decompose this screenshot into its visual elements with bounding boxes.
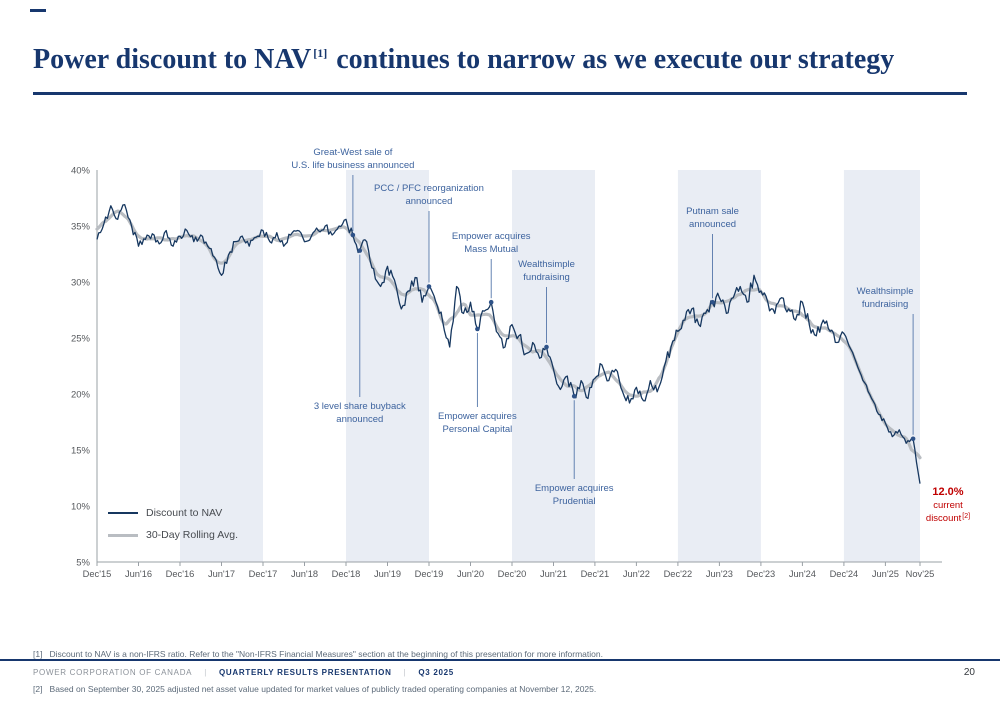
page-title: Power discount to NAV [1] continues to na… [33, 44, 894, 76]
x-tick-label: Jun'24 [789, 569, 816, 579]
footer-presentation: QUARTERLY RESULTS PRESENTATION [219, 667, 392, 677]
legend-item-rolling-avg: 30-Day Rolling Avg. [108, 524, 238, 546]
x-tick-label: Dec'18 [332, 569, 361, 579]
x-tick-label: Dec'16 [166, 569, 195, 579]
title-text-2: continues to narrow as we execute our st… [329, 44, 895, 75]
current-discount-word-2: discount[2] [908, 512, 988, 526]
footer: POWER CORPORATION OF CANADA | QUARTERLY … [33, 663, 975, 681]
current-discount-callout: 12.0% current discount[2] [908, 486, 988, 526]
current-discount-word-2-text: discount [925, 513, 962, 524]
discount-to-nav-line [96, 204, 921, 484]
year-band [346, 170, 429, 562]
annotation-markers [350, 175, 916, 479]
x-tick-label: Dec'24 [830, 569, 859, 579]
footnote-2: [2] Based on September 30, 2025 adjusted… [33, 683, 597, 694]
x-tick-label: Dec'23 [747, 569, 776, 579]
annotation-dot [910, 436, 916, 442]
footer-company: POWER CORPORATION OF CANADA [33, 667, 193, 677]
current-discount-value: 12.0% [932, 486, 964, 498]
x-tick-label: Jun'19 [374, 569, 401, 579]
discount-to-nav-chart: 40% 35% 30% 25% 20% 15% 10% 5% Dec'15 Jun'16 Dec'1… [30, 130, 980, 595]
title-footnote-ref: [1] [313, 46, 328, 60]
annotation-dot [544, 344, 549, 350]
annotation-dot [488, 299, 494, 305]
x-tick-label: Dec'17 [249, 569, 278, 579]
annotation-dot [357, 248, 363, 253]
title-underline [33, 92, 967, 95]
annotation-dot [350, 232, 356, 238]
x-tick-label: Jun'18 [291, 569, 318, 579]
current-discount-word-1: current [933, 500, 963, 511]
y-tick-label: 35% [71, 222, 91, 233]
x-tick-label: Dec'19 [415, 569, 444, 579]
axes: 40% 35% 30% 25% 20% 15% 10% 5%Dec'15 Jun'16 Dec'1… [71, 166, 942, 579]
x-tick-label: Nov'25 [906, 569, 935, 579]
annotation-dot [426, 284, 432, 289]
x-tick-label: Dec'15 [83, 569, 112, 579]
y-tick-label: 40% [71, 166, 91, 177]
year-band [677, 170, 761, 562]
footer-separator-2: | [403, 667, 407, 677]
current-discount-footnote-ref: [2] [962, 513, 971, 520]
legend-label-discount: Discount to NAV [146, 507, 223, 519]
y-tick-label: 5% [76, 558, 90, 569]
x-tick-label: Jun'25 [872, 569, 899, 579]
slide-corner-mark [30, 9, 46, 12]
y-tick-label: 30% [71, 278, 91, 289]
x-tick-label: Jun'21 [540, 569, 567, 579]
x-tick-label: Jun'16 [125, 569, 152, 579]
chart-legend: Discount to NAV 30-Day Rolling Avg. [108, 502, 238, 546]
x-tick-label: Jun'23 [706, 569, 733, 579]
title-text-1: Power discount to NAV [33, 44, 312, 75]
footer-quarter: Q3 2025 [418, 667, 454, 677]
x-tick-label: Jun'22 [623, 569, 650, 579]
x-tick-label: Dec'22 [664, 569, 693, 579]
y-tick-label: 20% [71, 390, 91, 401]
legend-swatch-rolling-line [108, 533, 138, 537]
footer-rule [0, 659, 1000, 661]
x-tick-label: Dec'20 [498, 569, 527, 579]
slide: Power discount to NAV [1] continues to na… [0, 9, 1000, 694]
footer-separator-1: | [204, 667, 207, 677]
legend-swatch-discount-line [108, 512, 138, 514]
legend-item-discount: Discount to NAV [108, 502, 238, 524]
annotation-dot [571, 393, 577, 399]
legend-label-rolling-avg: 30-Day Rolling Avg. [146, 529, 239, 541]
y-tick-label: 15% [71, 446, 91, 457]
chart-canvas: 40% 35% 30% 25% 20% 15% 10% 5%Dec'15 Jun'16 Dec'1… [71, 166, 942, 579]
footnote-1: [1] Discount to NAV is a non-IFRS ratio.… [33, 649, 603, 659]
annotation-dot [475, 326, 480, 332]
x-tick-label: Dec'21 [581, 569, 610, 579]
page-number: 20 [963, 666, 975, 678]
y-tick-label: 10% [71, 502, 91, 513]
x-tick-label: Jun'20 [457, 569, 484, 579]
series-lines [95, 204, 922, 484]
annotation-dot [710, 299, 715, 305]
y-tick-label: 25% [71, 334, 91, 345]
x-tick-label: Jun'17 [208, 569, 235, 579]
